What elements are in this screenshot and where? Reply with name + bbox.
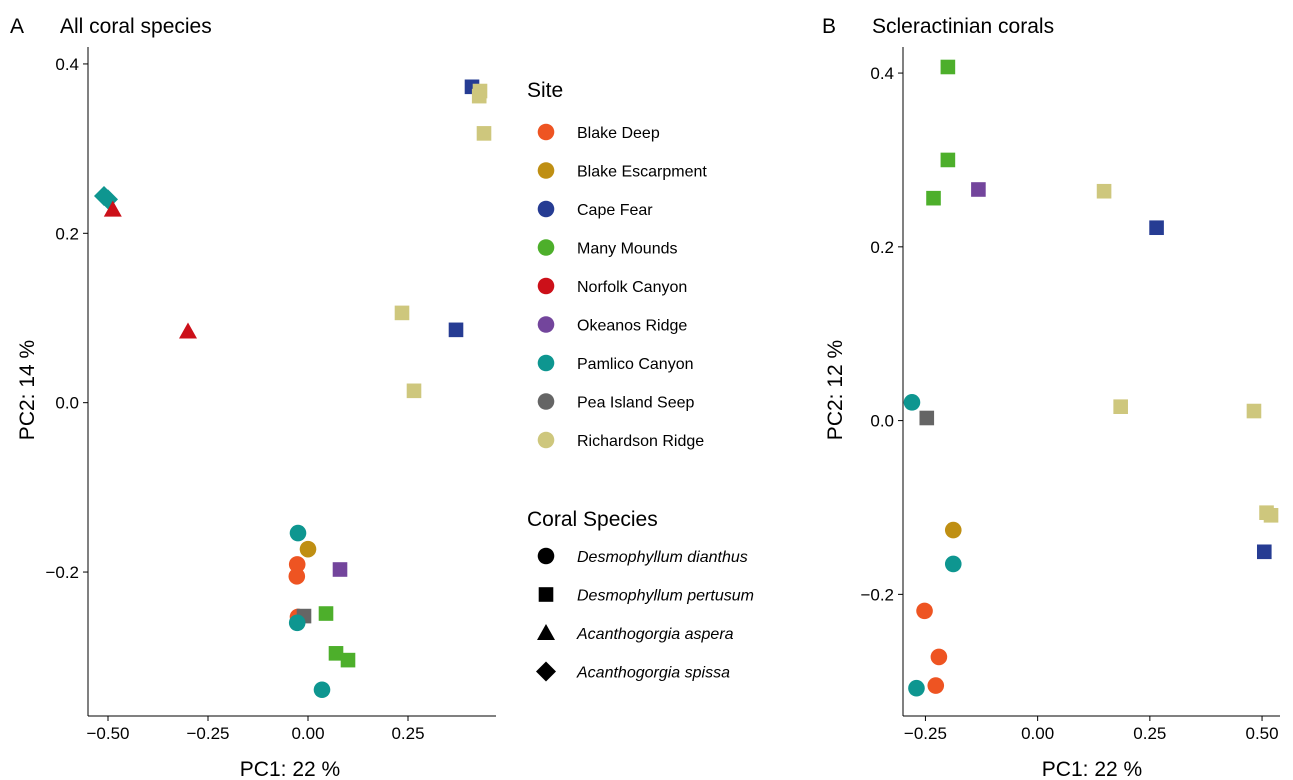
panel-a-x-ticks: −0.50 −0.25 0.00 0.25: [86, 716, 425, 743]
panel-b-point-okeanos-ridge: [971, 182, 986, 197]
legend-key-norfolk-canyon: [537, 277, 555, 295]
panel-a-x-axis-title: PC1: 22 %: [240, 758, 340, 780]
legend-key-many-mounds: [537, 239, 555, 256]
panel-a-point-blake-deep: [288, 567, 306, 585]
panel-a-x-tick-label: −0.25: [186, 724, 229, 743]
panel-a-point-many-mounds: [318, 606, 334, 621]
panel-b-point-pamlico-canyon: [903, 394, 921, 411]
legend-label-acanthogorgia-aspera: Acanthogorgia aspera: [576, 626, 734, 643]
legend-label-pamlico-canyon: Pamlico Canyon: [577, 356, 694, 373]
legend-label-acanthogorgia-spissa: Acanthogorgia spissa: [576, 665, 730, 682]
panel-a-point-blake-deep: [288, 556, 306, 573]
panel-a-point-okeanos-ridge: [332, 562, 348, 577]
legend-label-pea-island-seep: Pea Island Seep: [577, 395, 695, 412]
panel-b-scleractinian-corals: B Scleractinian corals −0.2 0.0 0.2 0.4 −0.…: [822, 15, 1280, 780]
legend-label-cape-fear: Cape Fear: [577, 202, 653, 219]
legend-label-blake-escarpment: Blake Escarpment: [577, 164, 707, 181]
panel-b-point-blake-deep: [930, 648, 948, 666]
panel-b-point-pamlico-canyon: [908, 679, 925, 697]
panel-a-letter: A: [10, 15, 24, 38]
panel-b-y-tick-label: −0.2: [860, 585, 894, 604]
panel-a-y-axis-title: PC2: 14 %: [16, 340, 39, 440]
panel-b-point-cape-fear: [1256, 544, 1272, 560]
panel-b-point-many-mounds: [940, 152, 956, 168]
panel-b-y-axis-title: PC2: 12 %: [824, 340, 847, 440]
panel-a-point-richardson-ridge: [394, 305, 410, 321]
panel-b-point-blake-deep: [916, 602, 933, 620]
panel-a-point-richardson-ridge: [476, 126, 492, 141]
panel-a-point-cape-fear: [448, 322, 464, 338]
panel-b-point-richardson-ridge: [1263, 508, 1279, 523]
legend-key-desmophyllum-dianthus: [537, 547, 555, 565]
panel-b-x-ticks: −0.25 0.00 0.25 0.50: [904, 716, 1279, 743]
panel-b-point-pea-island-seep: [919, 410, 935, 426]
panel-b-x-tick-label: 0.50: [1246, 724, 1279, 743]
legend-species-entries: Desmophyllum dianthus Desmophyllum pertus…: [536, 547, 754, 682]
legend-label-norfolk-canyon: Norfolk Canyon: [577, 279, 687, 296]
legend-label-many-mounds: Many Mounds: [577, 241, 678, 258]
panel-a-x-tick-label: −0.50: [86, 724, 129, 743]
panel-a-point-norfolk-canyon: [179, 322, 197, 339]
legend-key-okeanos-ridge: [537, 316, 555, 333]
panel-a-point-pamlico-canyon: [289, 524, 307, 542]
legend-label-richardson-ridge: Richardson Ridge: [577, 433, 704, 450]
panel-a-point-norfolk-canyon: [103, 200, 122, 217]
panel-b-y-tick-label: 0.0: [870, 412, 894, 431]
panel-a-all-coral-species: A All coral species −0.20.00.20.4 −0.50−…: [10, 15, 496, 780]
panel-a-point-many-mounds: [328, 646, 344, 661]
panel-a-point-pamlico-canyon: [288, 614, 306, 632]
legend-key-acanthogorgia-aspera: [537, 624, 555, 640]
panel-b-x-tick-label: 0.00: [1021, 724, 1054, 743]
panel-a-x-tick-label: 0.25: [391, 724, 424, 743]
legend-key-blake-deep: [537, 123, 555, 141]
legend-label-desmophyllum-dianthus: Desmophyllum dianthus: [577, 549, 748, 566]
panel-b-y-tick-label: 0.4: [870, 64, 894, 83]
panel-b-point-blake-deep: [927, 677, 945, 694]
panel-b-y-ticks: −0.2 0.0 0.2 0.4: [860, 64, 903, 604]
panel-b-point-richardson-ridge: [1246, 403, 1262, 419]
legend-key-richardson-ridge: [537, 431, 555, 449]
panel-b-point-richardson-ridge: [1113, 399, 1128, 414]
panel-a-y-tick-label: 0.2: [55, 224, 79, 243]
panel-a-y-ticks: −0.2 0.0 0.2 0.4: [45, 55, 88, 582]
legend-label-desmophyllum-pertusum: Desmophyllum pertusum: [577, 588, 754, 605]
legend-species-title: Coral Species: [527, 508, 658, 531]
legend-site-title: Site: [527, 79, 563, 102]
panel-b-point-blake-escarpment: [944, 521, 962, 539]
panel-a-x-tick-label: 0.00: [291, 724, 324, 743]
panel-b-point-many-mounds: [926, 190, 941, 206]
legend-key-pamlico-canyon: [537, 354, 555, 372]
panel-b-x-tick-label: 0.25: [1133, 724, 1166, 743]
legend-site-entries: Blake Deep Blake Escarpment Cape Fear Many …: [537, 123, 707, 450]
panel-a-point-pamlico-canyon: [313, 681, 331, 699]
legend: Site Blake Deep Blake Escarpment Cape Fear…: [527, 79, 754, 682]
panel-a-point-richardson-ridge: [406, 383, 422, 399]
panel-b-points: [903, 59, 1279, 697]
panel-a-points: [94, 79, 492, 699]
panel-b-point-pamlico-canyon: [944, 555, 962, 573]
panel-b-point-cape-fear: [1149, 220, 1164, 236]
legend-key-cape-fear: [537, 200, 555, 218]
panel-a-title: All coral species: [60, 15, 212, 38]
panel-a-y-tick-label: −0.2: [45, 563, 79, 582]
panel-a-y-tick-label: 0.4: [55, 55, 79, 74]
panel-b-point-richardson-ridge: [1096, 183, 1112, 199]
panel-a-point-richardson-ridge: [471, 88, 487, 104]
legend-label-blake-deep: Blake Deep: [577, 125, 660, 142]
panel-b-title: Scleractinian corals: [872, 15, 1054, 38]
panel-b-y-tick-label: 0.2: [870, 238, 894, 257]
panel-a-y-tick-label: 0.0: [55, 394, 79, 413]
legend-key-pea-island-seep: [537, 393, 555, 410]
panel-b-x-axis-title: PC1: 22 %: [1042, 758, 1142, 780]
panel-b-letter: B: [822, 15, 836, 38]
panel-b-x-tick-label: −0.25: [904, 724, 947, 743]
legend-label-okeanos-ridge: Okeanos Ridge: [577, 318, 687, 335]
legend-key-acanthogorgia-spissa: [536, 661, 556, 682]
panel-b-point-many-mounds: [940, 59, 956, 75]
panel-a-point-many-mounds: [340, 652, 356, 668]
panel-a-point-blake-escarpment: [299, 540, 317, 558]
legend-key-desmophyllum-pertusum: [538, 587, 554, 602]
legend-key-blake-escarpment: [537, 162, 555, 179]
